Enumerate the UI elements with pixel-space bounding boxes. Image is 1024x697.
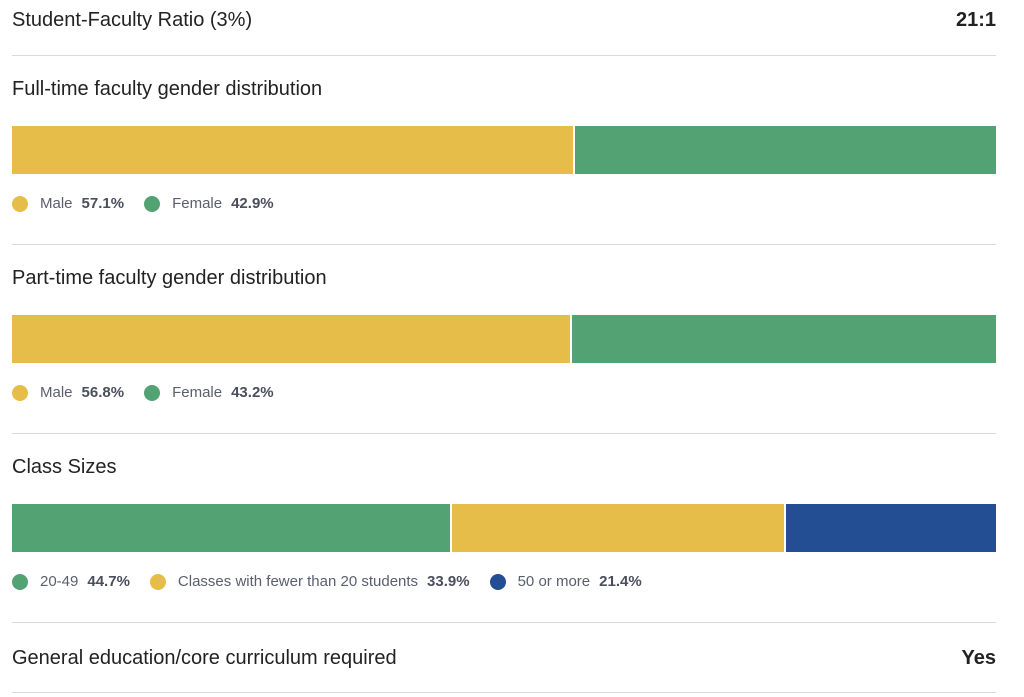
legend-label: 50 or more [517,573,591,590]
legend-dot-icon [489,573,506,590]
divider [12,692,996,693]
legend-label: Male [40,195,73,212]
legend-item: Male 56.8% [12,384,124,401]
legend-label: Male [40,384,73,401]
curriculum-row: General education/core curriculum requir… [12,644,996,672]
legend-percent: 42.9% [231,195,274,212]
bar-segment-male [12,315,570,363]
section-title: Part-time faculty gender distribution [12,267,327,289]
divider [12,244,996,245]
divider [12,55,996,56]
bar-segment-20-49 [12,504,451,552]
section-title: Class Sizes [12,456,117,478]
legend-dot-icon [144,195,161,212]
ratio-value: 21:1 [955,8,996,31]
stacked-bar [12,504,996,552]
legend-percent: 44.7% [87,573,130,590]
legend-item: Classes with fewer than 20 students 33.9% [149,573,470,590]
legend-dot-icon [12,195,28,212]
divider [12,433,996,434]
stacked-bar [12,126,996,174]
legend-label: Female [172,195,223,212]
legend-dot-icon [12,384,28,401]
legend-percent: 33.9% [427,573,470,590]
bar-segment-classes-with-fewer-than-20-students [452,504,785,552]
student-faculty-ratio-row: Student-Faculty Ratio (3%) 21:1 [12,6,996,34]
legend: Male 57.1% Female 42.9% [12,195,294,212]
section-title: Full-time faculty gender distribution [12,78,323,100]
legend: Male 56.8% Female 43.2% [12,384,294,401]
legend-percent: 43.2% [231,384,274,401]
legend-label: Female [172,384,223,401]
legend-dot-icon [144,384,161,401]
legend-item: Female 42.9% [144,195,274,212]
legend: 20-49 44.7% Classes with fewer than 20 stu… [12,573,662,590]
stacked-bar [12,315,996,363]
legend-item: Male 57.1% [12,195,124,212]
legend-dot-icon [12,573,28,590]
curriculum-label: General education/core curriculum requir… [12,646,397,669]
legend-item: 50 or more 21.4% [489,573,642,590]
legend-percent: 21.4% [599,573,642,590]
curriculum-value: Yes [961,646,996,669]
legend-label: 20-49 [40,573,79,590]
bar-segment-50-or-more [786,504,996,552]
divider [12,622,996,623]
legend-item: 20-49 44.7% [12,573,130,590]
legend-label: Classes with fewer than 20 students [177,573,419,590]
bar-segment-male [12,126,573,174]
legend-item: Female 43.2% [144,384,274,401]
bar-segment-female [574,126,996,174]
legend-dot-icon [149,573,166,590]
legend-percent: 57.1% [81,195,125,212]
bar-segment-female [571,315,996,363]
ratio-label: Student-Faculty Ratio (3%) [12,8,253,31]
legend-percent: 56.8% [81,384,125,401]
